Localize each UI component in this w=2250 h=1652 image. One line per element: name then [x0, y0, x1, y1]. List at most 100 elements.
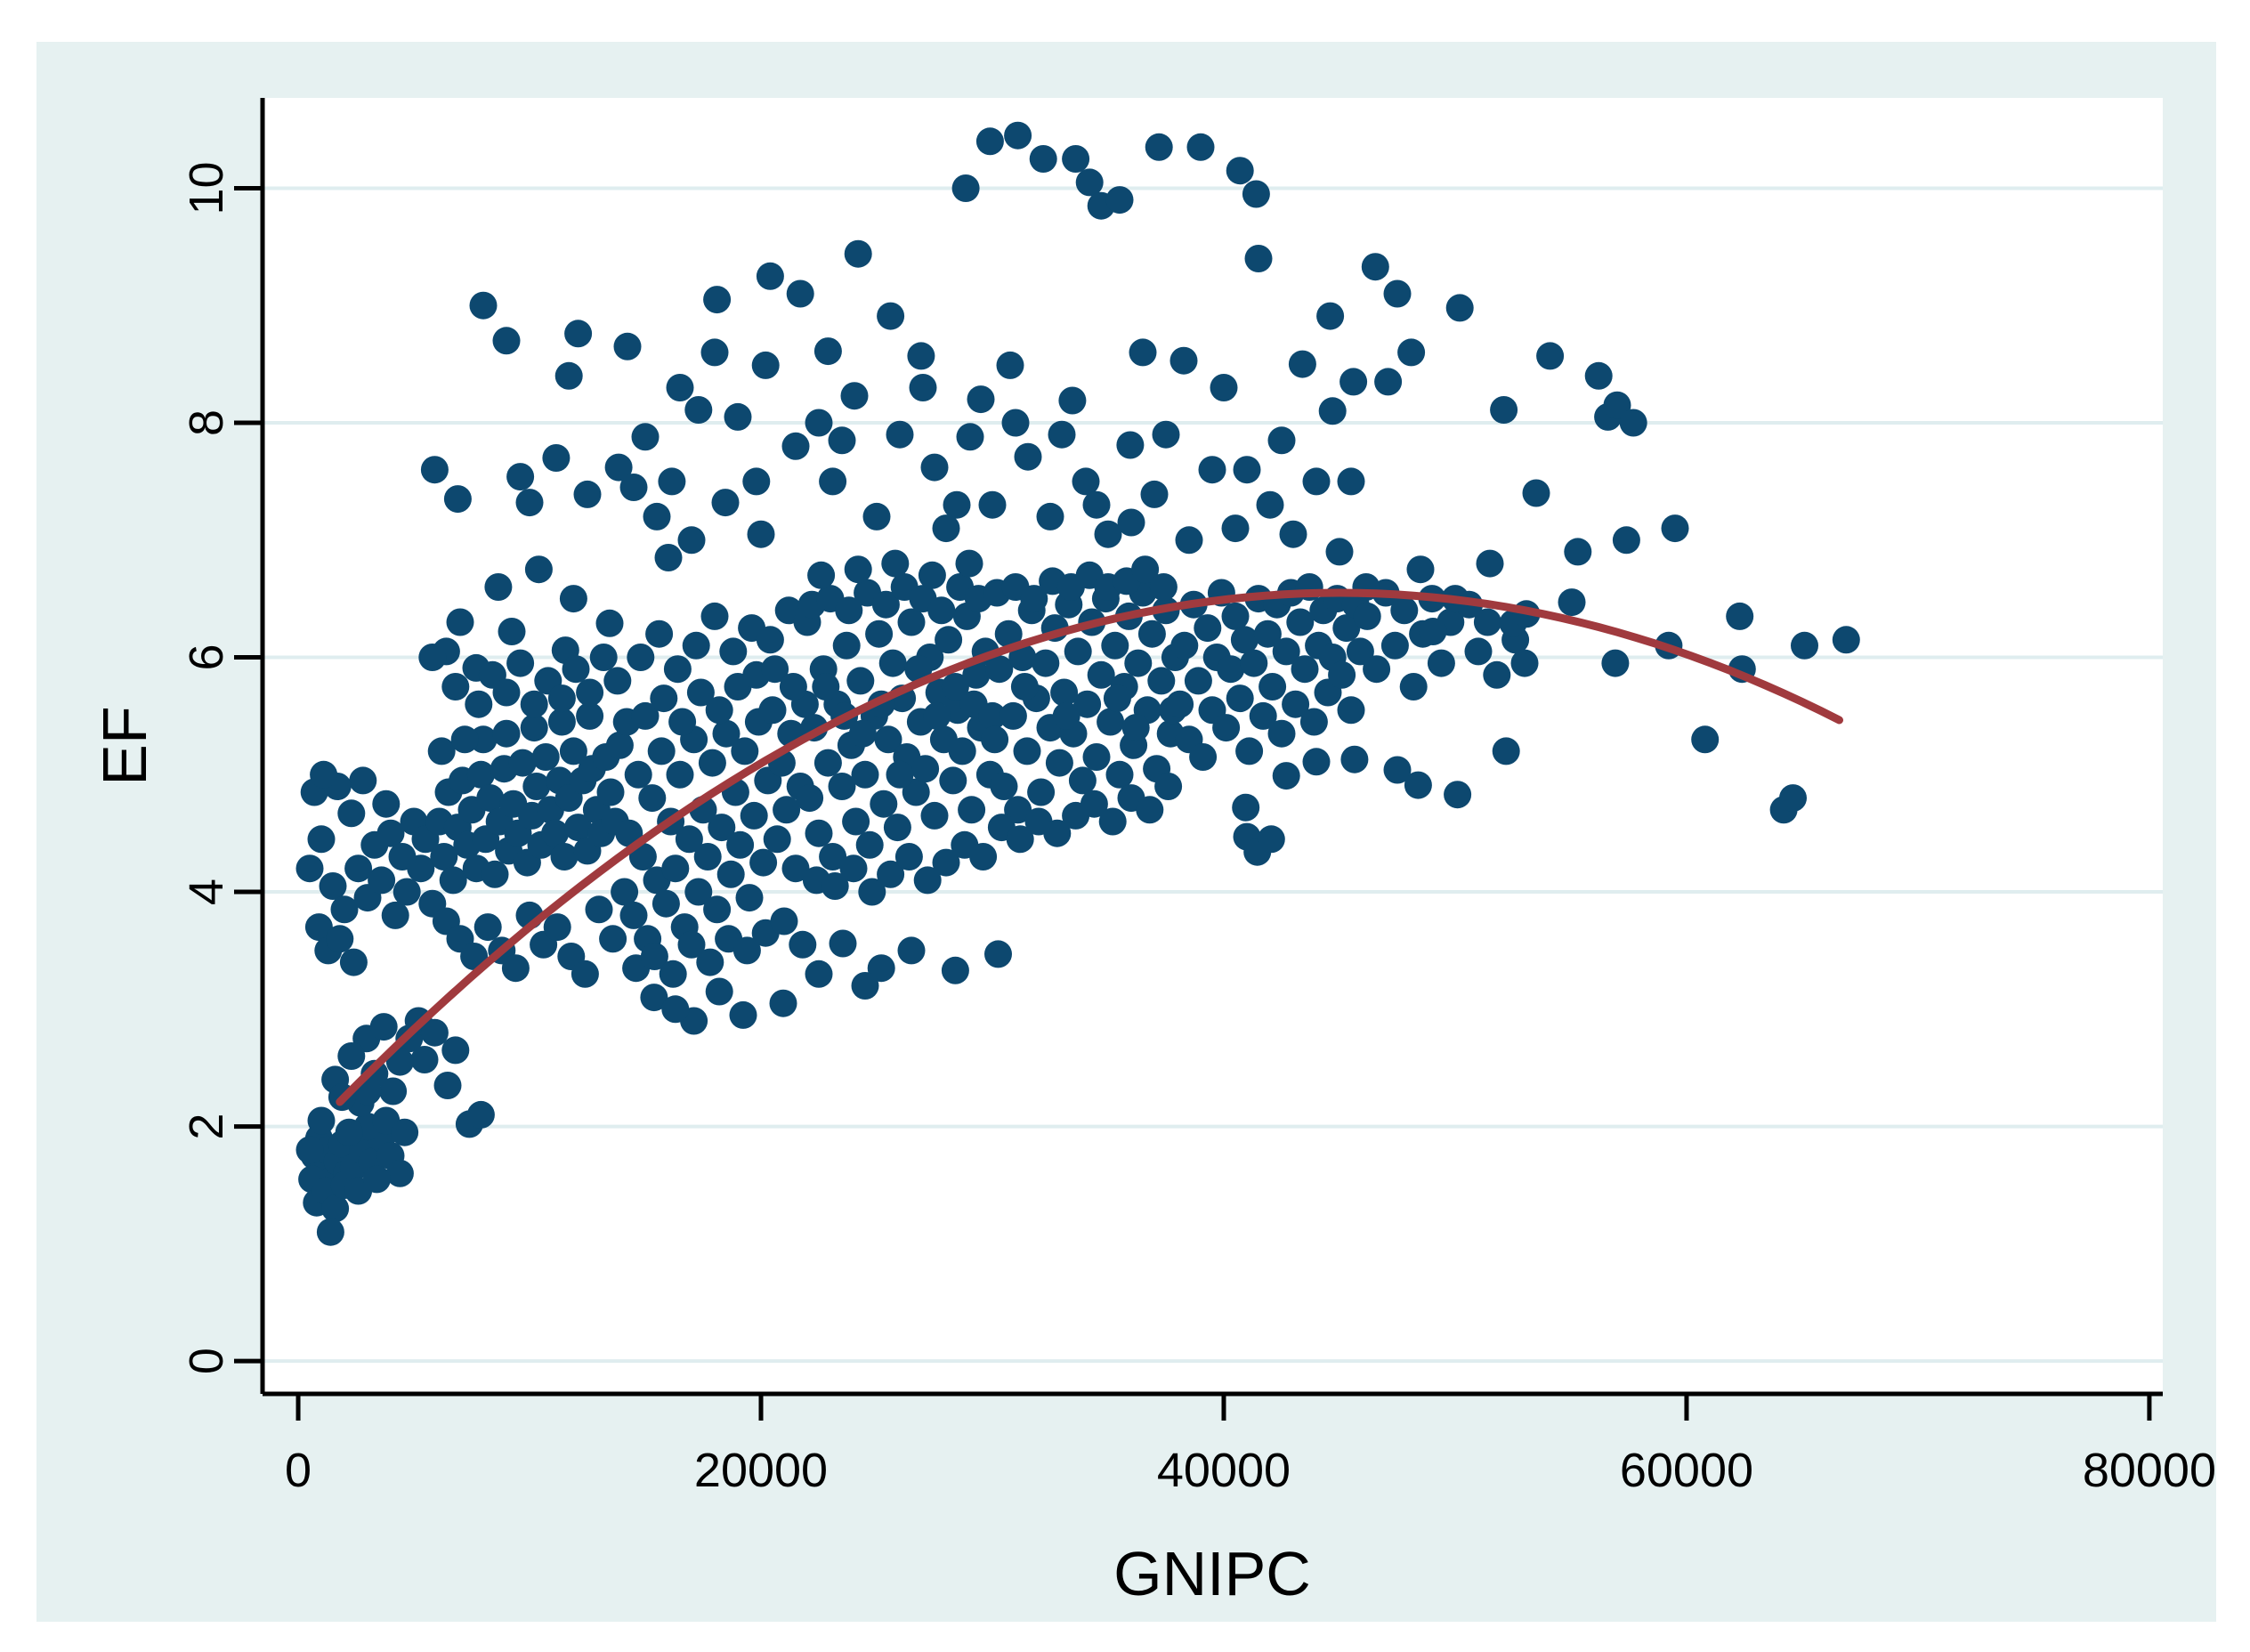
data-point	[430, 843, 458, 871]
data-point	[747, 520, 775, 548]
data-point	[1226, 157, 1254, 185]
data-point	[1027, 778, 1056, 806]
y-tick-label: 10	[180, 161, 233, 215]
data-point	[542, 444, 571, 472]
data-point	[506, 463, 535, 491]
data-point	[1318, 397, 1347, 425]
data-point	[562, 655, 590, 684]
data-point	[531, 743, 560, 771]
data-point	[564, 320, 593, 348]
data-point	[700, 602, 729, 630]
data-point	[703, 286, 732, 314]
data-point	[1058, 386, 1087, 415]
data-point	[874, 725, 902, 754]
data-point	[813, 749, 842, 777]
data-point	[684, 878, 713, 906]
data-point	[659, 960, 687, 988]
data-point	[385, 1048, 414, 1076]
data-point	[844, 239, 872, 268]
data-point	[862, 502, 891, 530]
data-point	[920, 801, 949, 830]
data-point	[708, 814, 736, 842]
data-point	[1267, 426, 1296, 455]
data-point	[941, 956, 969, 984]
data-point	[1029, 145, 1057, 173]
data-point	[1152, 420, 1180, 449]
data-point	[1380, 631, 1409, 660]
data-point	[1082, 743, 1111, 771]
x-tick-label: 60000	[1620, 1444, 1753, 1497]
data-point	[645, 620, 674, 648]
data-point	[492, 719, 521, 748]
data-point	[450, 725, 479, 754]
data-point	[1170, 631, 1199, 660]
data-point	[1244, 245, 1273, 272]
data-point	[1013, 737, 1041, 765]
data-point	[547, 708, 576, 736]
data-point	[304, 913, 333, 942]
data-point	[1098, 807, 1127, 836]
data-point	[1832, 626, 1860, 654]
data-point	[427, 737, 456, 765]
data-point	[316, 1218, 344, 1246]
data-point	[368, 866, 396, 895]
data-point	[1226, 684, 1254, 713]
data-point	[443, 485, 472, 514]
data-point	[476, 784, 505, 813]
data-point	[990, 773, 1018, 800]
data-point	[1397, 338, 1426, 367]
data-point	[978, 701, 1007, 730]
data-point	[1149, 573, 1178, 601]
data-point	[1390, 596, 1419, 625]
data-point	[1661, 514, 1689, 543]
data-point	[1124, 649, 1153, 677]
data-point	[666, 374, 694, 401]
data-point	[326, 925, 354, 953]
data-point	[703, 895, 732, 924]
data-point	[337, 799, 366, 828]
data-point	[658, 467, 686, 496]
data-point	[1103, 684, 1131, 713]
data-point	[867, 954, 895, 983]
data-point	[418, 644, 447, 671]
data-point	[749, 848, 778, 877]
data-point	[842, 807, 870, 836]
data-point	[668, 708, 697, 736]
data-point	[1233, 456, 1261, 484]
data-point	[492, 327, 521, 355]
data-point	[441, 1036, 470, 1065]
data-point	[932, 848, 960, 877]
data-point	[1043, 819, 1072, 847]
data-point	[508, 749, 537, 777]
data-point	[1137, 620, 1166, 648]
data-point	[1014, 442, 1042, 471]
data-point	[1473, 608, 1501, 636]
data-point	[731, 737, 759, 765]
data-point	[550, 843, 579, 871]
data-point	[661, 854, 690, 883]
data-point	[611, 878, 639, 906]
data-point	[677, 930, 706, 959]
data-point	[1036, 502, 1064, 530]
data-point	[726, 830, 755, 859]
data-point	[751, 351, 780, 379]
data-point	[376, 819, 405, 847]
data-point	[1267, 719, 1296, 748]
data-point	[573, 480, 602, 508]
data-point	[1299, 708, 1328, 736]
data-point	[1726, 602, 1754, 630]
data-point	[712, 719, 741, 748]
data-point	[761, 655, 789, 684]
data-point	[631, 423, 660, 451]
data-point	[643, 502, 671, 530]
data-point	[564, 814, 593, 842]
data-point	[307, 1106, 336, 1135]
data-point	[981, 725, 1009, 754]
data-point	[391, 1118, 419, 1146]
data-point	[1419, 618, 1447, 645]
data-point	[773, 796, 801, 824]
data-point	[855, 830, 884, 859]
fit-line-layer	[336, 588, 1843, 1106]
data-point	[1444, 781, 1472, 809]
data-point	[420, 1018, 449, 1047]
